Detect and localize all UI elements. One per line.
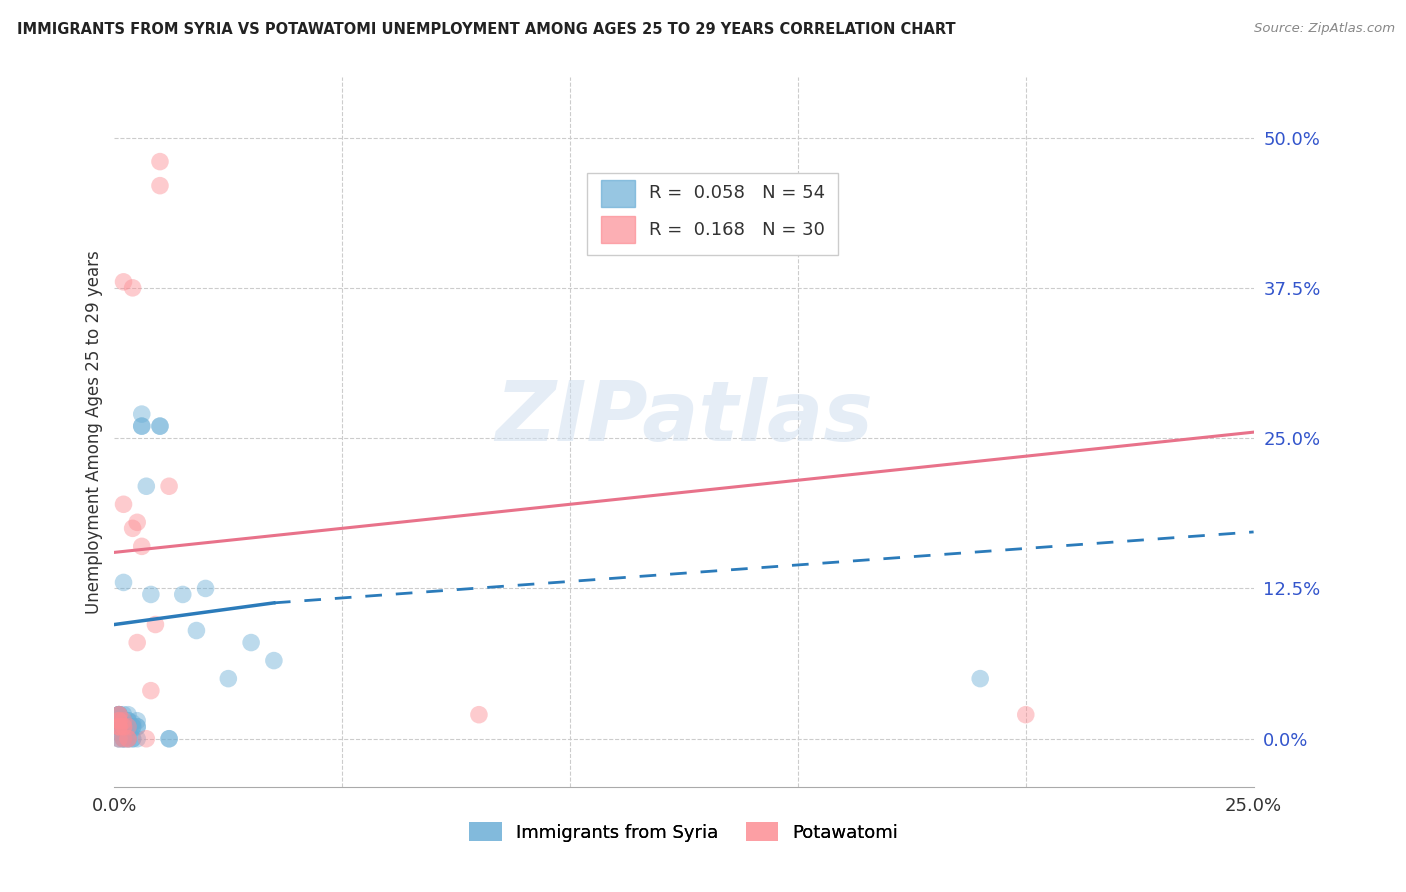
Point xyxy=(112,731,135,746)
FancyBboxPatch shape xyxy=(588,173,838,255)
Point xyxy=(240,635,263,649)
Point xyxy=(112,720,135,734)
Point xyxy=(117,720,139,734)
Point xyxy=(131,419,153,434)
Point xyxy=(108,725,131,739)
Point xyxy=(1015,707,1038,722)
Point xyxy=(127,714,149,728)
Point xyxy=(108,714,131,728)
FancyBboxPatch shape xyxy=(600,217,636,244)
Point xyxy=(127,731,149,746)
Point xyxy=(108,731,131,746)
Point xyxy=(117,720,139,734)
Point xyxy=(112,731,135,746)
Point xyxy=(112,497,135,511)
Point xyxy=(139,587,162,601)
Point xyxy=(145,617,167,632)
Point xyxy=(135,731,157,746)
Point xyxy=(108,707,131,722)
Point xyxy=(149,419,172,434)
Point xyxy=(108,707,131,722)
Point xyxy=(117,731,139,746)
Point xyxy=(121,720,143,734)
Point xyxy=(108,707,131,722)
Point xyxy=(112,731,135,746)
Point xyxy=(108,707,131,722)
FancyBboxPatch shape xyxy=(600,179,636,207)
Point xyxy=(157,731,180,746)
Point xyxy=(112,720,135,734)
Point xyxy=(149,419,172,434)
Point xyxy=(112,707,135,722)
Point xyxy=(149,154,172,169)
Text: R =  0.058   N = 54: R = 0.058 N = 54 xyxy=(648,184,825,202)
Text: IMMIGRANTS FROM SYRIA VS POTAWATOMI UNEMPLOYMENT AMONG AGES 25 TO 29 YEARS CORRE: IMMIGRANTS FROM SYRIA VS POTAWATOMI UNEM… xyxy=(17,22,956,37)
Point xyxy=(121,731,143,746)
Point xyxy=(217,672,239,686)
Point xyxy=(157,731,180,746)
Point xyxy=(112,714,135,728)
Point xyxy=(127,720,149,734)
Point xyxy=(112,575,135,590)
Point xyxy=(172,587,194,601)
Point xyxy=(149,178,172,193)
Point xyxy=(112,720,135,734)
Point xyxy=(108,720,131,734)
Legend: Immigrants from Syria, Potawatomi: Immigrants from Syria, Potawatomi xyxy=(463,815,905,849)
Point xyxy=(108,707,131,722)
Point xyxy=(121,731,143,746)
Point xyxy=(139,683,162,698)
Point xyxy=(112,720,135,734)
Point xyxy=(108,720,131,734)
Point xyxy=(108,720,131,734)
Point xyxy=(127,635,149,649)
Y-axis label: Unemployment Among Ages 25 to 29 years: Unemployment Among Ages 25 to 29 years xyxy=(86,251,103,614)
Point xyxy=(112,275,135,289)
Point xyxy=(117,714,139,728)
Point xyxy=(263,654,285,668)
Point xyxy=(108,714,131,728)
Point xyxy=(108,720,131,734)
Point xyxy=(117,731,139,746)
Point xyxy=(127,720,149,734)
Point xyxy=(112,731,135,746)
Text: R =  0.168   N = 30: R = 0.168 N = 30 xyxy=(648,221,824,239)
Point xyxy=(121,281,143,295)
Point xyxy=(108,720,131,734)
Point xyxy=(121,521,143,535)
Point xyxy=(157,479,180,493)
Point xyxy=(108,707,131,722)
Point xyxy=(135,479,157,493)
Point xyxy=(117,720,139,734)
Point xyxy=(117,731,139,746)
Point xyxy=(131,407,153,421)
Point xyxy=(131,419,153,434)
Point xyxy=(108,707,131,722)
Point xyxy=(468,707,491,722)
Point xyxy=(108,731,131,746)
Text: ZIPatlas: ZIPatlas xyxy=(495,377,873,458)
Point xyxy=(117,714,139,728)
Point xyxy=(108,731,131,746)
Point xyxy=(112,720,135,734)
Point xyxy=(131,540,153,554)
Point xyxy=(121,720,143,734)
Point xyxy=(117,707,139,722)
Point xyxy=(121,716,143,731)
Point xyxy=(112,720,135,734)
Point xyxy=(127,516,149,530)
Point xyxy=(117,731,139,746)
Point xyxy=(969,672,991,686)
Point xyxy=(108,720,131,734)
Point xyxy=(186,624,208,638)
Text: Source: ZipAtlas.com: Source: ZipAtlas.com xyxy=(1254,22,1395,36)
Point xyxy=(108,720,131,734)
Point xyxy=(117,720,139,734)
Point xyxy=(194,582,217,596)
